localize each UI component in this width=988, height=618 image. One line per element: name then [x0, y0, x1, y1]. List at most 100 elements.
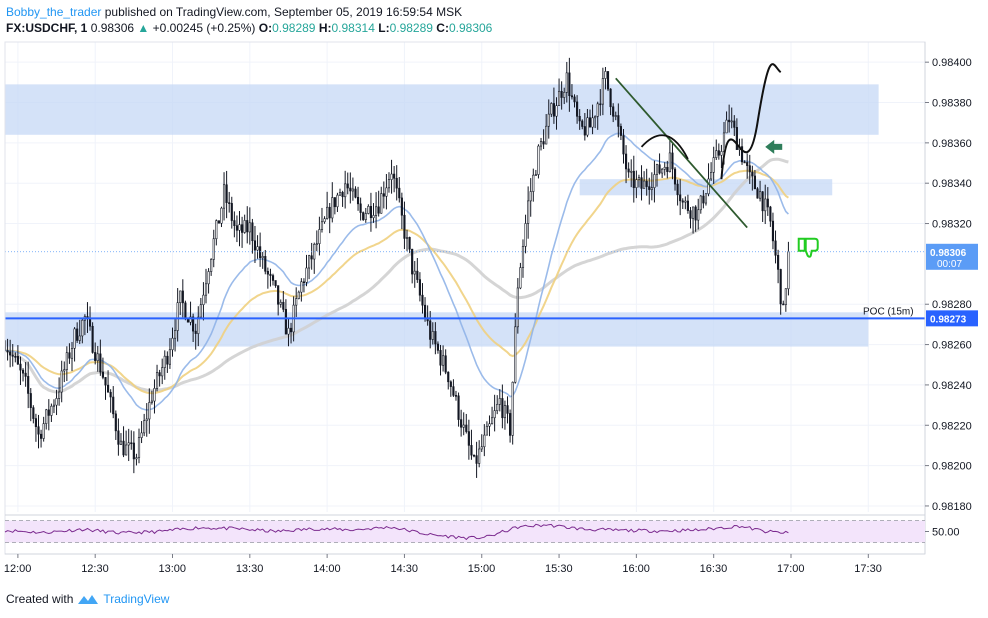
candle-body: [266, 270, 269, 275]
candle-body: [377, 206, 380, 214]
candle-body: [47, 409, 50, 416]
candle-body: [465, 424, 468, 432]
candle-body: [777, 254, 780, 270]
candle-body: [9, 351, 12, 356]
candle-body: [539, 141, 543, 147]
candle-body: [277, 285, 280, 305]
countdown-label: 00:07: [937, 259, 962, 270]
price-axis-label: 0.98220: [932, 420, 972, 432]
candle-body: [524, 223, 527, 247]
candle-body: [746, 162, 749, 166]
candle-body: [212, 238, 215, 260]
author-link[interactable]: Bobby_the_trader: [6, 5, 102, 19]
price-change: +0.00245 (+0.25%): [152, 21, 256, 35]
candle-body: [702, 195, 705, 204]
candle-body: [676, 183, 679, 196]
candle-body: [331, 197, 334, 219]
high-value: 0.98314: [331, 21, 375, 35]
last-price-badge-label: 0.98306: [930, 248, 967, 259]
open-value: 0.98289: [272, 21, 316, 35]
candle-body: [228, 202, 231, 204]
tradingview-brand[interactable]: TradingView: [103, 592, 170, 606]
candle-body: [570, 95, 574, 98]
candle-body: [143, 420, 146, 434]
candle-body: [21, 369, 25, 374]
drawn-arc: [640, 134, 689, 160]
candle-body: [375, 206, 378, 216]
candle-body: [740, 146, 744, 163]
candle-body: [140, 432, 143, 438]
candle-body: [96, 353, 99, 361]
candle-body: [256, 246, 259, 251]
candle-body: [720, 151, 723, 156]
candle-body: [715, 150, 718, 158]
trend-line: [615, 77, 748, 229]
candle-body: [390, 173, 393, 180]
candle-body: [604, 71, 607, 79]
candle-body: [565, 72, 568, 93]
candle-body: [627, 168, 630, 173]
drawn-squiggle: [720, 63, 782, 180]
candle-body: [6, 350, 9, 353]
candle-body: [519, 267, 522, 289]
candle-body: [328, 206, 331, 219]
candle-body: [395, 177, 398, 189]
candle-body: [413, 270, 416, 275]
candle-body: [11, 354, 14, 357]
candle-body: [622, 135, 625, 155]
candle-body: [503, 405, 507, 419]
candle-body: [434, 331, 437, 345]
candle-body: [661, 168, 664, 174]
candle-body: [728, 119, 731, 123]
candle-body: [27, 376, 30, 394]
candle-body: [449, 381, 452, 387]
candle-body: [354, 188, 357, 198]
candle-body: [158, 372, 161, 377]
candle-body: [684, 200, 687, 203]
candle-body: [24, 372, 27, 377]
candle-body: [496, 403, 499, 411]
time-axis-label: 12:00: [4, 563, 32, 575]
candle-body: [135, 457, 138, 460]
candle-body: [137, 437, 141, 458]
candle-body: [37, 426, 40, 435]
candle-body: [341, 192, 344, 198]
candle-body: [707, 178, 710, 195]
candle-body: [222, 184, 226, 209]
candle-body: [382, 193, 385, 197]
candle-body: [431, 331, 434, 340]
candle-body: [271, 275, 275, 281]
candle-body: [127, 442, 130, 446]
candle-body: [308, 255, 311, 269]
candle-body: [385, 187, 388, 197]
candle-body: [220, 207, 223, 224]
candle-body: [302, 281, 306, 284]
created-with-text: Created with: [6, 592, 74, 606]
candle-body: [400, 197, 403, 216]
candle-body: [104, 377, 107, 386]
candle-body: [282, 301, 285, 310]
candle-body: [557, 90, 561, 106]
candle-body: [181, 290, 184, 304]
time-axis-label: 15:00: [468, 563, 496, 575]
candle-body: [529, 191, 532, 202]
candle-body: [681, 200, 684, 203]
candle-body: [168, 349, 172, 365]
candle-body: [145, 418, 148, 422]
candle-body: [643, 180, 646, 189]
candle-body: [310, 255, 313, 260]
candle-body: [55, 398, 58, 406]
candle-body: [161, 367, 164, 377]
candle-body: [359, 203, 362, 213]
candle-body: [416, 270, 419, 280]
candle-body: [174, 330, 177, 339]
candle-body: [132, 442, 135, 460]
candle-body: [485, 425, 488, 436]
candle-body: [101, 371, 105, 378]
candle-body: [730, 120, 733, 123]
candle-body: [289, 327, 293, 333]
candle-body: [552, 103, 555, 117]
candle-body: [197, 316, 200, 334]
ema-orange-line: [5, 169, 789, 395]
